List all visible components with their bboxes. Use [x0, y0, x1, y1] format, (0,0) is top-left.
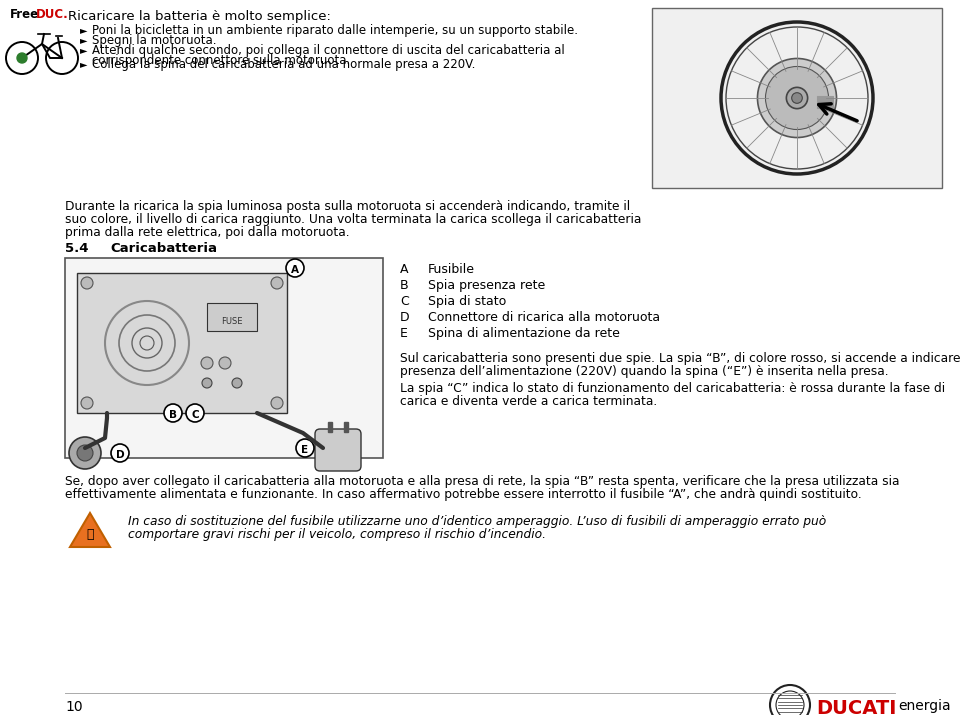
Circle shape: [17, 53, 27, 63]
Text: E: E: [301, 445, 308, 455]
Text: comportare gravi rischi per il veicolo, compreso il rischio d’incendio.: comportare gravi rischi per il veicolo, …: [128, 528, 546, 541]
Text: FUSE: FUSE: [221, 317, 243, 326]
Text: ►: ►: [80, 25, 87, 35]
Circle shape: [232, 378, 242, 388]
Circle shape: [202, 378, 212, 388]
Text: 10: 10: [65, 700, 83, 714]
Text: B: B: [400, 279, 409, 292]
Text: effettivamente alimentata e funzionante. In caso affermativo potrebbe essere int: effettivamente alimentata e funzionante.…: [65, 488, 862, 501]
Text: Se, dopo aver collegato il caricabatteria alla motoruota e alla presa di rete, l: Se, dopo aver collegato il caricabatteri…: [65, 475, 900, 488]
Text: energia: energia: [898, 699, 950, 713]
Circle shape: [286, 259, 304, 277]
Text: D: D: [400, 311, 410, 324]
Text: A: A: [400, 263, 409, 276]
Text: Spia presenza rete: Spia presenza rete: [428, 279, 545, 292]
Circle shape: [186, 404, 204, 422]
Text: corrispondente connettore sulla motoruota.: corrispondente connettore sulla motoruot…: [92, 54, 350, 67]
Bar: [817, 96, 832, 108]
Text: B: B: [169, 410, 177, 420]
Bar: [65, 258, 383, 458]
Circle shape: [81, 277, 93, 289]
Circle shape: [786, 87, 807, 109]
Text: C: C: [400, 295, 409, 308]
Text: D: D: [116, 450, 124, 460]
Text: suo colore, il livello di carica raggiunto. Una volta terminata la carica scolle: suo colore, il livello di carica raggiun…: [65, 213, 641, 226]
Text: Caricabatteria: Caricabatteria: [110, 242, 217, 255]
Bar: [652, 8, 942, 188]
Bar: [328, 422, 332, 432]
Circle shape: [164, 404, 182, 422]
Circle shape: [77, 445, 93, 461]
Text: carica e diventa verde a carica terminata.: carica e diventa verde a carica terminat…: [400, 395, 658, 408]
FancyBboxPatch shape: [315, 429, 361, 471]
Text: E: E: [400, 327, 408, 340]
Text: Free: Free: [10, 8, 39, 21]
Circle shape: [271, 277, 283, 289]
Circle shape: [201, 357, 213, 369]
Circle shape: [219, 357, 231, 369]
Text: ►: ►: [80, 59, 87, 69]
Circle shape: [296, 439, 314, 457]
Circle shape: [111, 444, 129, 462]
Circle shape: [271, 397, 283, 409]
Text: In caso di sostituzione del fusibile utilizzarne uno d’identico amperaggio. L’us: In caso di sostituzione del fusibile uti…: [128, 515, 827, 528]
Text: C: C: [191, 410, 199, 420]
Circle shape: [765, 66, 828, 129]
Text: Spina di alimentazione da rete: Spina di alimentazione da rete: [428, 327, 620, 340]
Text: Spegni la motoruota.: Spegni la motoruota.: [92, 34, 217, 47]
Text: 5.4: 5.4: [65, 242, 88, 255]
Text: 🔥: 🔥: [86, 528, 94, 541]
Circle shape: [81, 397, 93, 409]
Circle shape: [757, 59, 836, 137]
Text: Attendi qualche secondo, poi collega il connettore di uscita del caricabatteria : Attendi qualche secondo, poi collega il …: [92, 44, 564, 57]
Bar: [77, 273, 287, 413]
Text: Collega la spina del caricabatteria ad una normale presa a 220V.: Collega la spina del caricabatteria ad u…: [92, 58, 475, 71]
Circle shape: [69, 437, 101, 469]
Bar: [207, 303, 257, 331]
Text: La spia “C” indica lo stato di funzionamento del caricabatteria: è rossa durante: La spia “C” indica lo stato di funzionam…: [400, 382, 946, 395]
Text: Durante la ricarica la spia luminosa posta sulla motoruota si accenderà indicand: Durante la ricarica la spia luminosa pos…: [65, 200, 630, 213]
Text: Ricaricare la batteria è molto semplice:: Ricaricare la batteria è molto semplice:: [68, 10, 331, 23]
Text: Fusibile: Fusibile: [428, 263, 475, 276]
Text: Sul caricabatteria sono presenti due spie. La spia “B”, di colore rosso, si acce: Sul caricabatteria sono presenti due spi…: [400, 352, 960, 365]
Text: A: A: [291, 265, 299, 275]
Text: presenza dell’alimentazione (220V) quando la spina (“E”) è inserita nella presa.: presenza dell’alimentazione (220V) quand…: [400, 365, 889, 378]
Text: Connettore di ricarica alla motoruota: Connettore di ricarica alla motoruota: [428, 311, 660, 324]
Text: Poni la bicicletta in un ambiente riparato dalle intemperie, su un supporto stab: Poni la bicicletta in un ambiente ripara…: [92, 24, 578, 37]
Polygon shape: [70, 513, 110, 547]
Text: prima dalla rete elettrica, poi dalla motoruota.: prima dalla rete elettrica, poi dalla mo…: [65, 226, 349, 239]
Text: Spia di stato: Spia di stato: [428, 295, 506, 308]
Text: DUCATI: DUCATI: [816, 699, 897, 715]
Circle shape: [792, 93, 803, 104]
Text: DUC.: DUC.: [36, 8, 69, 21]
Text: ►: ►: [80, 35, 87, 45]
Text: ►: ►: [80, 45, 87, 55]
Bar: [344, 422, 348, 432]
